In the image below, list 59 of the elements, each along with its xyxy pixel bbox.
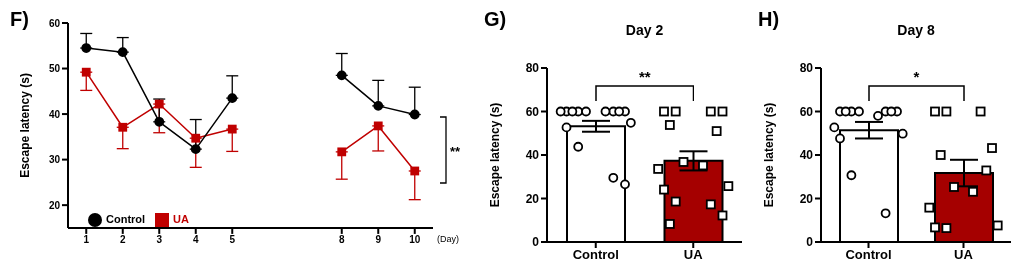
x-tick-label: Control bbox=[572, 247, 619, 263]
x-tick-label: 9 bbox=[375, 234, 382, 246]
text: H) bbox=[758, 8, 780, 31]
point bbox=[227, 93, 238, 104]
bracket: ** bbox=[594, 68, 695, 102]
y-axis-title: Escape latency (s) bbox=[488, 102, 503, 208]
legend-label: Control bbox=[106, 213, 146, 225]
point bbox=[190, 144, 201, 155]
x-tick-label: 2 bbox=[119, 234, 126, 246]
y-tick-label: 80 bbox=[525, 61, 540, 76]
text: G) bbox=[484, 8, 507, 31]
x-tick-label: 1 bbox=[83, 234, 90, 246]
point bbox=[81, 67, 91, 77]
y-tick-label: 60 bbox=[48, 17, 61, 29]
y-tick-label: 60 bbox=[799, 104, 814, 119]
point bbox=[373, 121, 383, 131]
y-tick-label: 20 bbox=[525, 191, 540, 206]
y-tick-label: 60 bbox=[525, 104, 540, 119]
y-axis-title: Escape latency (s) bbox=[762, 102, 777, 208]
x-tick-label: 4 bbox=[192, 234, 199, 246]
text: F) bbox=[10, 8, 29, 31]
y-tick-label: 0 bbox=[532, 235, 540, 250]
annotation: ** bbox=[638, 68, 651, 85]
y-tick-label: 20 bbox=[799, 191, 814, 206]
annotation: * bbox=[913, 68, 920, 85]
legend-label: UA bbox=[173, 213, 189, 225]
y-tick-label: 0 bbox=[806, 235, 814, 250]
point bbox=[154, 116, 165, 127]
chart-title: Day 2 bbox=[624, 22, 665, 38]
point bbox=[336, 70, 347, 81]
point bbox=[337, 147, 347, 157]
y-axis-title: Escape latency (s) bbox=[18, 73, 33, 178]
point bbox=[154, 99, 164, 109]
x-tick-label: 5 bbox=[229, 234, 236, 246]
x-tick-label: 8 bbox=[338, 234, 345, 246]
y-tick-label: 80 bbox=[799, 61, 814, 76]
y-tick-label: 40 bbox=[799, 148, 814, 163]
point bbox=[118, 122, 128, 132]
point bbox=[81, 43, 92, 53]
chart-title: Day 8 bbox=[896, 22, 936, 38]
y-tick-label: 30 bbox=[48, 154, 61, 166]
y-tick-label: 20 bbox=[48, 199, 61, 211]
x-tick-label: 3 bbox=[156, 234, 163, 246]
x-tick-label: UA bbox=[683, 247, 704, 263]
y-tick-label: 40 bbox=[525, 148, 540, 163]
y-tick-label: 40 bbox=[48, 108, 61, 120]
x-tick-label: 10 bbox=[409, 234, 421, 246]
x-tick-label: Control bbox=[845, 247, 892, 263]
point bbox=[117, 47, 128, 58]
y-tick-label: 50 bbox=[48, 63, 61, 75]
point bbox=[227, 124, 237, 134]
point bbox=[373, 100, 384, 111]
point bbox=[409, 109, 420, 120]
point bbox=[410, 166, 420, 176]
point bbox=[191, 133, 201, 143]
x-tick-label: UA bbox=[954, 247, 974, 263]
bracket: ** bbox=[438, 116, 478, 186]
bracket: * bbox=[867, 68, 965, 102]
x-axis-title: (Day) bbox=[437, 233, 459, 244]
